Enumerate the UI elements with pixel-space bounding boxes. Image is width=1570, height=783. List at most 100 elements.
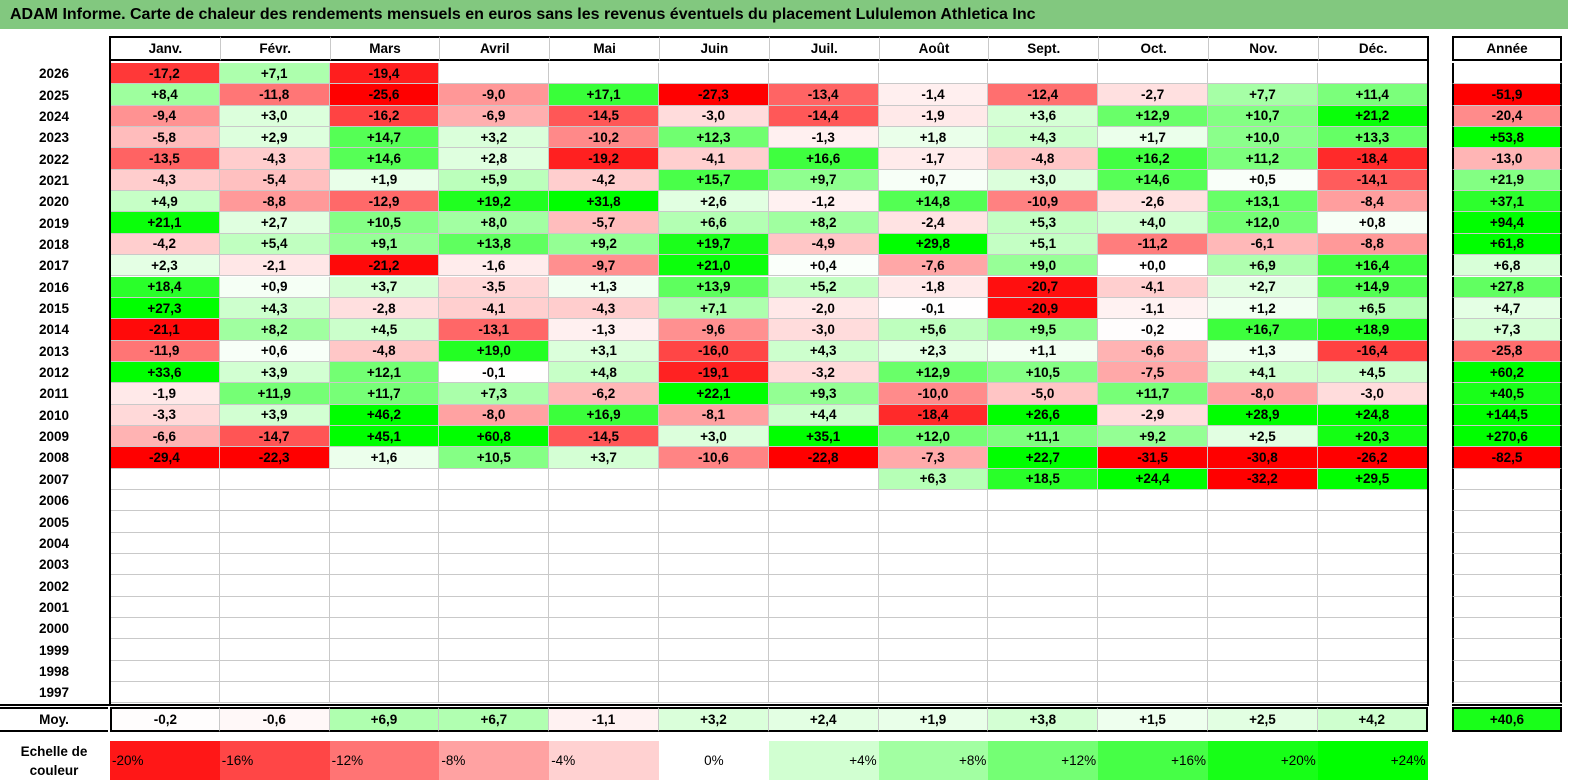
- heatmap-cell: -4,3: [219, 148, 330, 170]
- heatmap-cell: +19,7: [659, 233, 769, 256]
- heatmap-cell: [329, 468, 440, 490]
- heatmap-cell: [659, 490, 769, 512]
- year-label: 2002: [38, 578, 70, 594]
- heatmap-cell: -11,2: [1098, 233, 1208, 256]
- heatmap-cell: [768, 682, 879, 704]
- heatmap-cell: [329, 511, 440, 533]
- heatmap-cell: [1317, 511, 1428, 533]
- heatmap-cell: +3,0: [219, 105, 330, 128]
- heatmap-cell: [878, 532, 989, 555]
- heatmap-cell: [1098, 63, 1208, 85]
- heatmap-cell: [1098, 596, 1208, 619]
- heatmap-cell: +1,9: [329, 169, 440, 192]
- scale-stop: +24%: [1317, 741, 1428, 780]
- chart-title: ADAM Informe. Carte de chaleur des rende…: [0, 0, 1568, 29]
- heatmap-cell: +46,2: [329, 404, 440, 426]
- heatmap-cell: [329, 682, 440, 704]
- heatmap-cell: +9,7: [768, 169, 879, 192]
- year-label: 2019: [38, 215, 70, 231]
- heatmap-cell: -3,0: [1317, 383, 1428, 405]
- year-label: 2005: [38, 514, 70, 530]
- heatmap-cell: -4,2: [110, 233, 220, 256]
- year-label: 2009: [38, 429, 70, 445]
- heatmap-cell: [659, 596, 769, 619]
- heatmap-cell: +2,8: [439, 148, 550, 170]
- heatmap-cell: +14,6: [1098, 169, 1208, 192]
- year-label: 2013: [38, 343, 70, 359]
- heatmap-cell: +35,1: [768, 425, 879, 448]
- heatmap-cell: +0,5: [1208, 169, 1318, 192]
- year-label: 2021: [38, 172, 70, 188]
- year-label: 2007: [38, 471, 70, 487]
- annual-cell: [1452, 639, 1562, 661]
- heatmap-cell: +3,7: [329, 276, 440, 298]
- heatmap-cell: [1317, 554, 1428, 576]
- heatmap-cell: -11,8: [219, 84, 330, 106]
- heatmap-cell: [1098, 554, 1208, 576]
- heatmap-cell: -16,2: [329, 105, 440, 128]
- frame-line: [1426, 36, 1429, 706]
- heatmap-cell: [659, 639, 769, 661]
- annual-cell: +61,8: [1452, 233, 1562, 256]
- heatmap-cell: [329, 639, 440, 661]
- heatmap-cell: -1,8: [878, 276, 989, 298]
- heatmap-cell: +4,4: [768, 404, 879, 426]
- average-cell: +4,2: [1317, 707, 1428, 732]
- annual-cell: +94,4: [1452, 212, 1562, 234]
- scale-stop: -12%: [329, 741, 440, 780]
- heatmap-cell: +27,3: [110, 297, 220, 320]
- heatmap-cell: [549, 554, 659, 576]
- frame-line: [109, 36, 111, 706]
- heatmap-cell: +4,3: [768, 340, 879, 362]
- heatmap-cell: -8,8: [219, 191, 330, 213]
- annual-cell: +60,2: [1452, 361, 1562, 384]
- heatmap-cell: [1317, 596, 1428, 619]
- heatmap-cell: [110, 660, 220, 683]
- heatmap-cell: +12,3: [659, 127, 769, 149]
- heatmap-cell: +18,5: [988, 468, 1099, 490]
- heatmap-cell: -13,5: [110, 148, 220, 170]
- heatmap-cell: +2,5: [1208, 425, 1318, 448]
- heatmap-cell: [878, 618, 989, 640]
- heatmap-cell: [1208, 511, 1318, 533]
- year-label: 2022: [38, 151, 70, 167]
- year-label: 2001: [38, 599, 70, 615]
- heatmap-cell: -16,4: [1317, 340, 1428, 362]
- heatmap-cell: [878, 575, 989, 597]
- heatmap-cell: +10,5: [329, 212, 440, 234]
- heatmap-cell: +2,9: [219, 127, 330, 149]
- heatmap-cell: +2,3: [878, 340, 989, 362]
- heatmap-cell: +15,7: [659, 169, 769, 192]
- heatmap-cell: -0,1: [878, 297, 989, 320]
- heatmap-cell: +4,0: [1098, 212, 1208, 234]
- heatmap-cell: [1098, 682, 1208, 704]
- heatmap-cell: -10,9: [988, 191, 1099, 213]
- heatmap-cell: -20,7: [988, 276, 1099, 298]
- annual-cell: [1452, 618, 1562, 640]
- heatmap-cell: [878, 63, 989, 85]
- heatmap-cell: [659, 682, 769, 704]
- heatmap-cell: [439, 468, 550, 490]
- heatmap-cell: +7,1: [659, 297, 769, 320]
- heatmap-cell: +0,7: [878, 169, 989, 192]
- heatmap-cell: +14,8: [878, 191, 989, 213]
- heatmap-cell: -1,9: [110, 383, 220, 405]
- heatmap-cell: -4,3: [549, 297, 659, 320]
- heatmap-cell: -1,6: [439, 255, 550, 277]
- heatmap-cell: +29,5: [1317, 468, 1428, 490]
- heatmap-cell: +3,0: [988, 169, 1099, 192]
- heatmap-cell: -14,7: [219, 425, 330, 448]
- heatmap-cell: +2,3: [110, 255, 220, 277]
- heatmap-cell: -4,1: [659, 148, 769, 170]
- heatmap-cell: [988, 682, 1099, 704]
- heatmap-cell: +0,9: [219, 276, 330, 298]
- heatmap-cell: [110, 682, 220, 704]
- heatmap-cell: [878, 660, 989, 683]
- heatmap-cell: [110, 532, 220, 555]
- heatmap-cell: +11,7: [1098, 383, 1208, 405]
- year-label: 2016: [38, 279, 70, 295]
- heatmap-cell: +3,9: [219, 404, 330, 426]
- heatmap-cell: -4,3: [110, 169, 220, 192]
- heatmap-cell: -2,8: [329, 297, 440, 320]
- heatmap-cell: [768, 596, 879, 619]
